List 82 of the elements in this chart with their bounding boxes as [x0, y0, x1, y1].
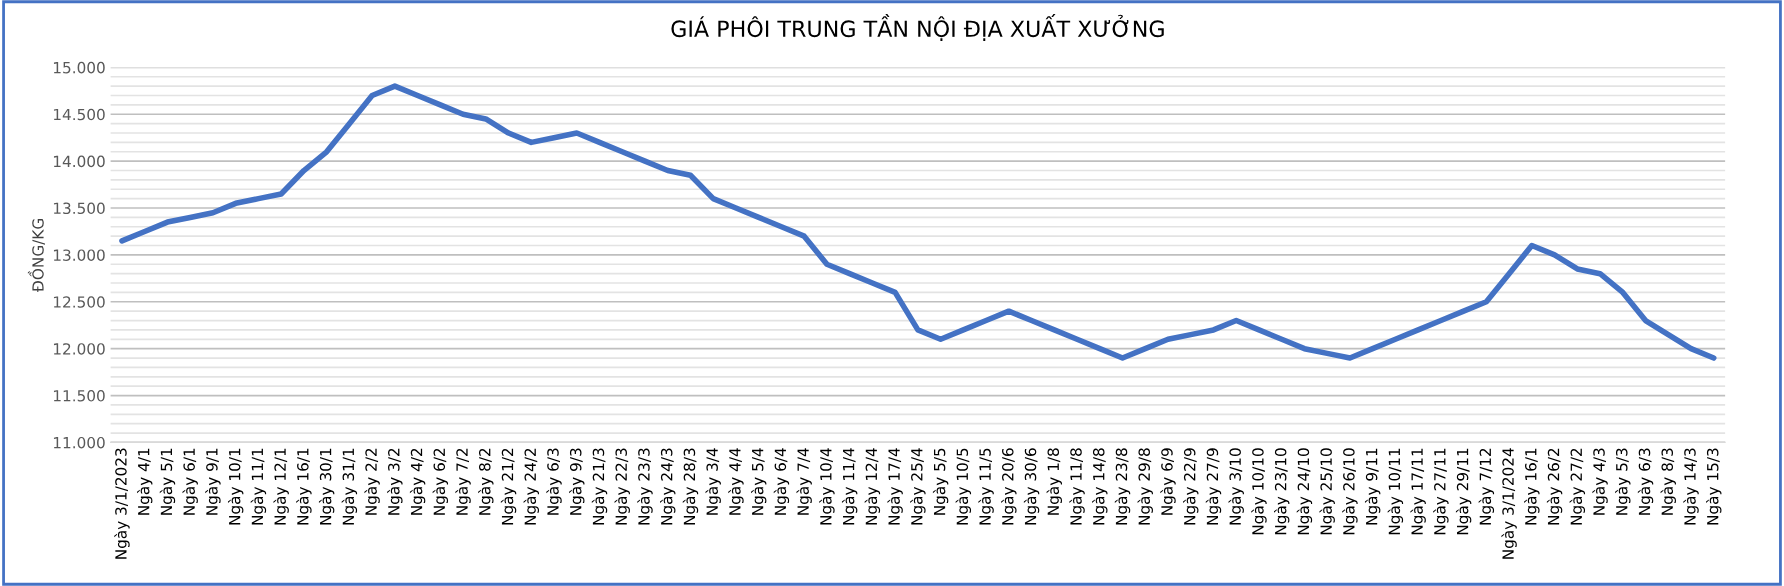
x-tick-label: Ngày 11/5: [978, 448, 994, 525]
x-tick-label: Ngày 5/1: [159, 448, 176, 515]
x-tick-label: Ngày 26/10: [1342, 448, 1358, 535]
x-tick-label: Ngày 16/1: [296, 448, 312, 525]
x-tick-label: Ngày 27/11: [1433, 448, 1449, 535]
x-tick-label: Ngày 22/3: [614, 448, 630, 525]
x-tick-label: Ngày 7/4: [796, 448, 812, 515]
x-tick-label: Ngày 2/2: [364, 448, 380, 515]
x-tick-label: Ngày 11/4: [841, 448, 858, 525]
x-tick-label: Ngày 14/8: [1092, 448, 1108, 525]
x-tick-label: Ngày 10/1: [227, 448, 244, 525]
x-tick-label: Ngày 6/1: [182, 448, 198, 515]
x-tick-label: Ngày 6/4: [773, 448, 790, 515]
y-tick-label: 11.500: [53, 390, 105, 402]
x-tick-label: Ngày 27/9: [1205, 448, 1222, 525]
chart-title: GIÁ PHÔI TRUNG TẦN NỘI ĐỊA XUẤT XƯỞNG: [671, 14, 1164, 41]
x-tick-label: Ngày 30/1: [318, 448, 335, 525]
x-tick-label: Ngày 31/1: [341, 448, 358, 525]
x-tick-label: Ngày 23/8: [1114, 448, 1131, 525]
x-tick-label: Ngày 4/1: [137, 448, 153, 515]
y-tick-label: 11.000: [53, 436, 105, 449]
y-tick-label: 15.000: [53, 61, 105, 74]
x-tick-label: Ngày 3/4: [705, 448, 721, 515]
x-tick-label: Ngày 26/2: [1546, 448, 1563, 525]
x-tick-label: Ngày 6/3: [1637, 448, 1654, 515]
x-tick-label: Ngày 24/2: [523, 448, 539, 525]
x-tick-label: Ngày 11/8: [1069, 448, 1085, 525]
x-tick-label: Ngày 9/1: [205, 448, 221, 515]
x-tick-label: Ngày 3/1/2023: [114, 448, 130, 559]
y-tick-label: 13.500: [53, 202, 105, 215]
x-tick-label: Ngày 8/3: [1660, 448, 1676, 515]
y-axis-title: ĐỒNG/KG: [27, 219, 45, 292]
x-tick-label: Ngày 6/3: [546, 448, 562, 515]
x-tick-label: Ngày 6/9: [1160, 448, 1176, 515]
x-tick-label: Ngày 17/11: [1410, 448, 1426, 535]
x-tick-label: Ngày 3/2: [387, 448, 403, 515]
x-tick-label: Ngày 24/3: [660, 448, 676, 525]
x-tick-label: Ngày 30/6: [1023, 448, 1040, 525]
x-tick-label: Ngày 21/3: [591, 448, 608, 525]
x-tick-label: Ngày 28/3: [682, 448, 699, 525]
y-tick-label: 13.000: [53, 249, 105, 261]
y-tick-label: 12.000: [53, 343, 105, 355]
x-tick-label: Ngày 10/5: [955, 448, 972, 525]
y-tick-label: 14.500: [53, 108, 105, 121]
x-tick-label: Ngày 5/3: [1615, 448, 1631, 515]
x-tick-label: Ngày 12/4: [864, 448, 881, 525]
x-tick-label: Ngày 7/12: [1478, 448, 1495, 525]
x-tick-label: Ngày 4/4: [728, 448, 744, 515]
x-tick-label: Ngày 3/1/2024: [1501, 448, 1517, 559]
x-tick-label: Ngày 4/3: [1592, 448, 1608, 515]
x-tick-label: Ngày 8/2: [478, 448, 494, 515]
x-tick-label: Ngày 5/5: [932, 448, 949, 515]
x-tick-label: Ngày 27/2: [1569, 448, 1586, 525]
x-tick-label: Ngày 10/4: [819, 448, 835, 525]
x-tick-label: Ngày 9/3: [569, 448, 585, 515]
x-tick-label: Ngày 6/2: [432, 448, 449, 515]
x-tick-label: Ngày 21/2: [500, 448, 517, 525]
x-tick-label: Ngày 11/1: [250, 448, 267, 525]
x-tick-label: Ngày 23/10: [1274, 448, 1290, 535]
y-tick-label: 14.000: [53, 155, 105, 168]
x-tick-label: Ngày 25/10: [1319, 448, 1335, 535]
x-tick-label: Ngày 29/8: [1137, 448, 1153, 525]
x-tick-label: Ngày 7/2: [455, 448, 471, 515]
x-tick-label: Ngày 10/11: [1387, 448, 1404, 535]
x-tick-label: Ngày 14/3: [1683, 448, 1699, 525]
x-tick-label: Ngày 29/11: [1455, 448, 1472, 535]
x-tick-label: Ngày 9/11: [1364, 448, 1381, 525]
x-tick-label: Ngày 4/2: [409, 448, 426, 515]
x-tick-label: Ngày 3/10: [1228, 448, 1244, 525]
x-tick-label: Ngày 23/3: [637, 448, 653, 525]
x-tick-label: Ngày 5/4: [750, 448, 767, 515]
x-tick-label: Ngày 20/6: [1001, 448, 1017, 525]
x-tick-label: Ngày 15/3: [1706, 448, 1722, 525]
x-tick-label: Ngày 22/9: [1183, 448, 1199, 525]
x-tick-label: Ngày 10/10: [1251, 448, 1267, 535]
x-tick-label: Ngày 17/4: [887, 448, 903, 525]
y-tick-label: 12.500: [53, 296, 105, 308]
x-tick-label: Ngày 16/1: [1524, 448, 1540, 525]
x-tick-label: Ngày 1/8: [1046, 448, 1062, 515]
x-tick-label: Ngày 24/10: [1296, 448, 1313, 535]
x-tick-label: Ngày 12/1: [273, 448, 289, 525]
x-tick-label: Ngày 25/4: [910, 448, 926, 525]
